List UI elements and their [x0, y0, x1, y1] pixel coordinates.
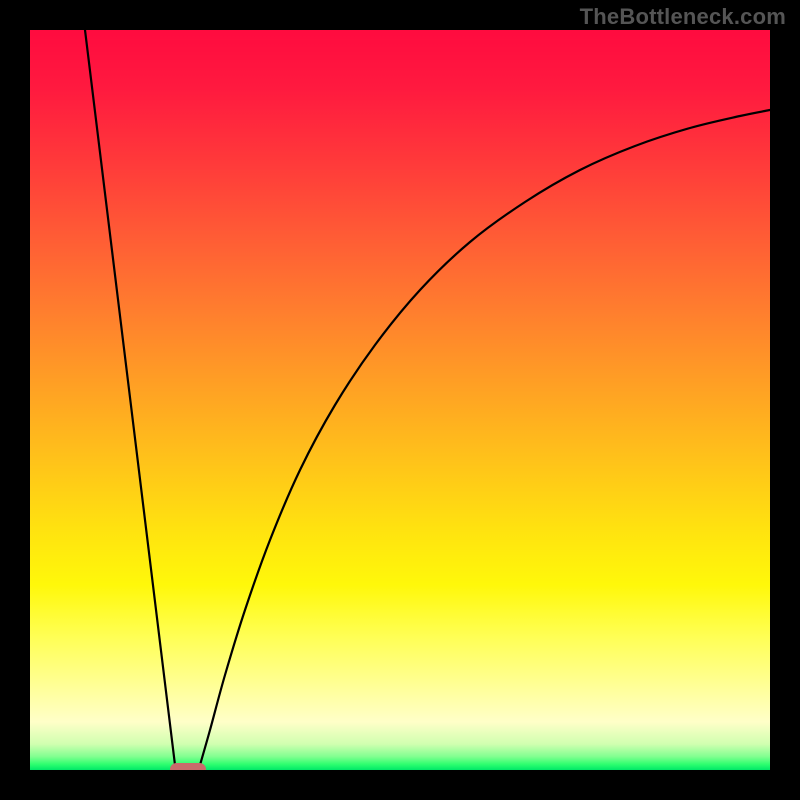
bottleneck-chart [0, 0, 800, 800]
chart-container: TheBottleneck.com [0, 0, 800, 800]
watermark: TheBottleneck.com [580, 4, 786, 30]
